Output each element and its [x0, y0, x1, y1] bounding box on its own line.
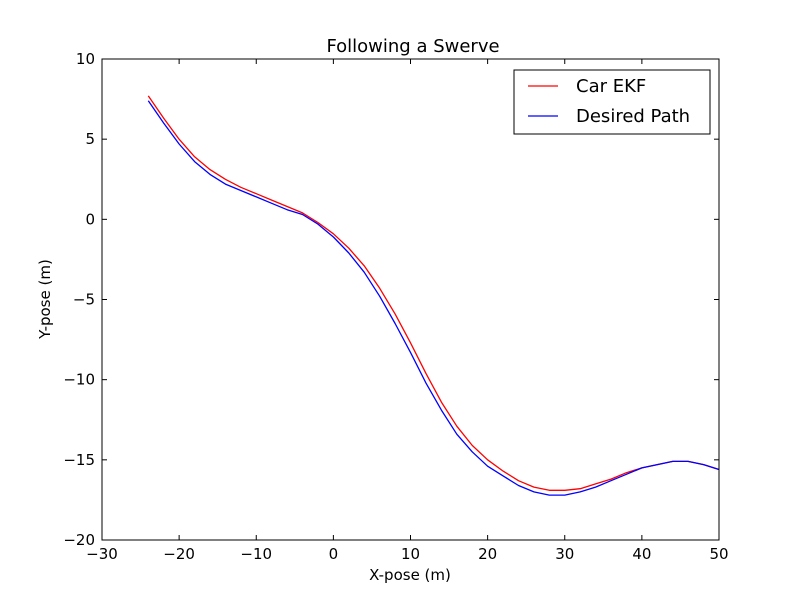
legend-box: [513, 69, 711, 135]
y-tick-label: −10: [63, 371, 95, 389]
legend-label-desired-path: Desired Path: [576, 106, 690, 127]
y-tick-label: −20: [63, 531, 95, 549]
series-line-desired-path: [147, 100, 720, 496]
x-tick-label: −30: [86, 545, 118, 563]
x-tick-label: −20: [163, 545, 195, 563]
x-tick-label: 0: [329, 545, 339, 563]
y-tick-label: 0: [85, 210, 95, 228]
series-layer: [147, 95, 720, 496]
y-tick-label: 10: [76, 50, 95, 68]
legend-label-car-ekf: Car EKF: [576, 76, 646, 97]
x-tick-label: 30: [555, 545, 574, 563]
x-tick-label: 40: [632, 545, 651, 563]
y-tick-label: 5: [85, 130, 95, 148]
x-axis-label: X-pose (m): [369, 566, 451, 584]
x-tick-label: 20: [478, 545, 497, 563]
chart-title: Following a Swerve: [326, 36, 499, 57]
y-axis-label: Y-pose (m): [36, 259, 54, 340]
series-line-car-ekf: [147, 95, 720, 491]
x-tick-label: 50: [709, 545, 728, 563]
y-tick-label: −5: [73, 291, 95, 309]
y-tick-label: −15: [63, 451, 95, 469]
x-tick-label: 10: [401, 545, 420, 563]
x-tick-label: −10: [240, 545, 272, 563]
legend: Car EKF Desired Path: [513, 69, 711, 135]
